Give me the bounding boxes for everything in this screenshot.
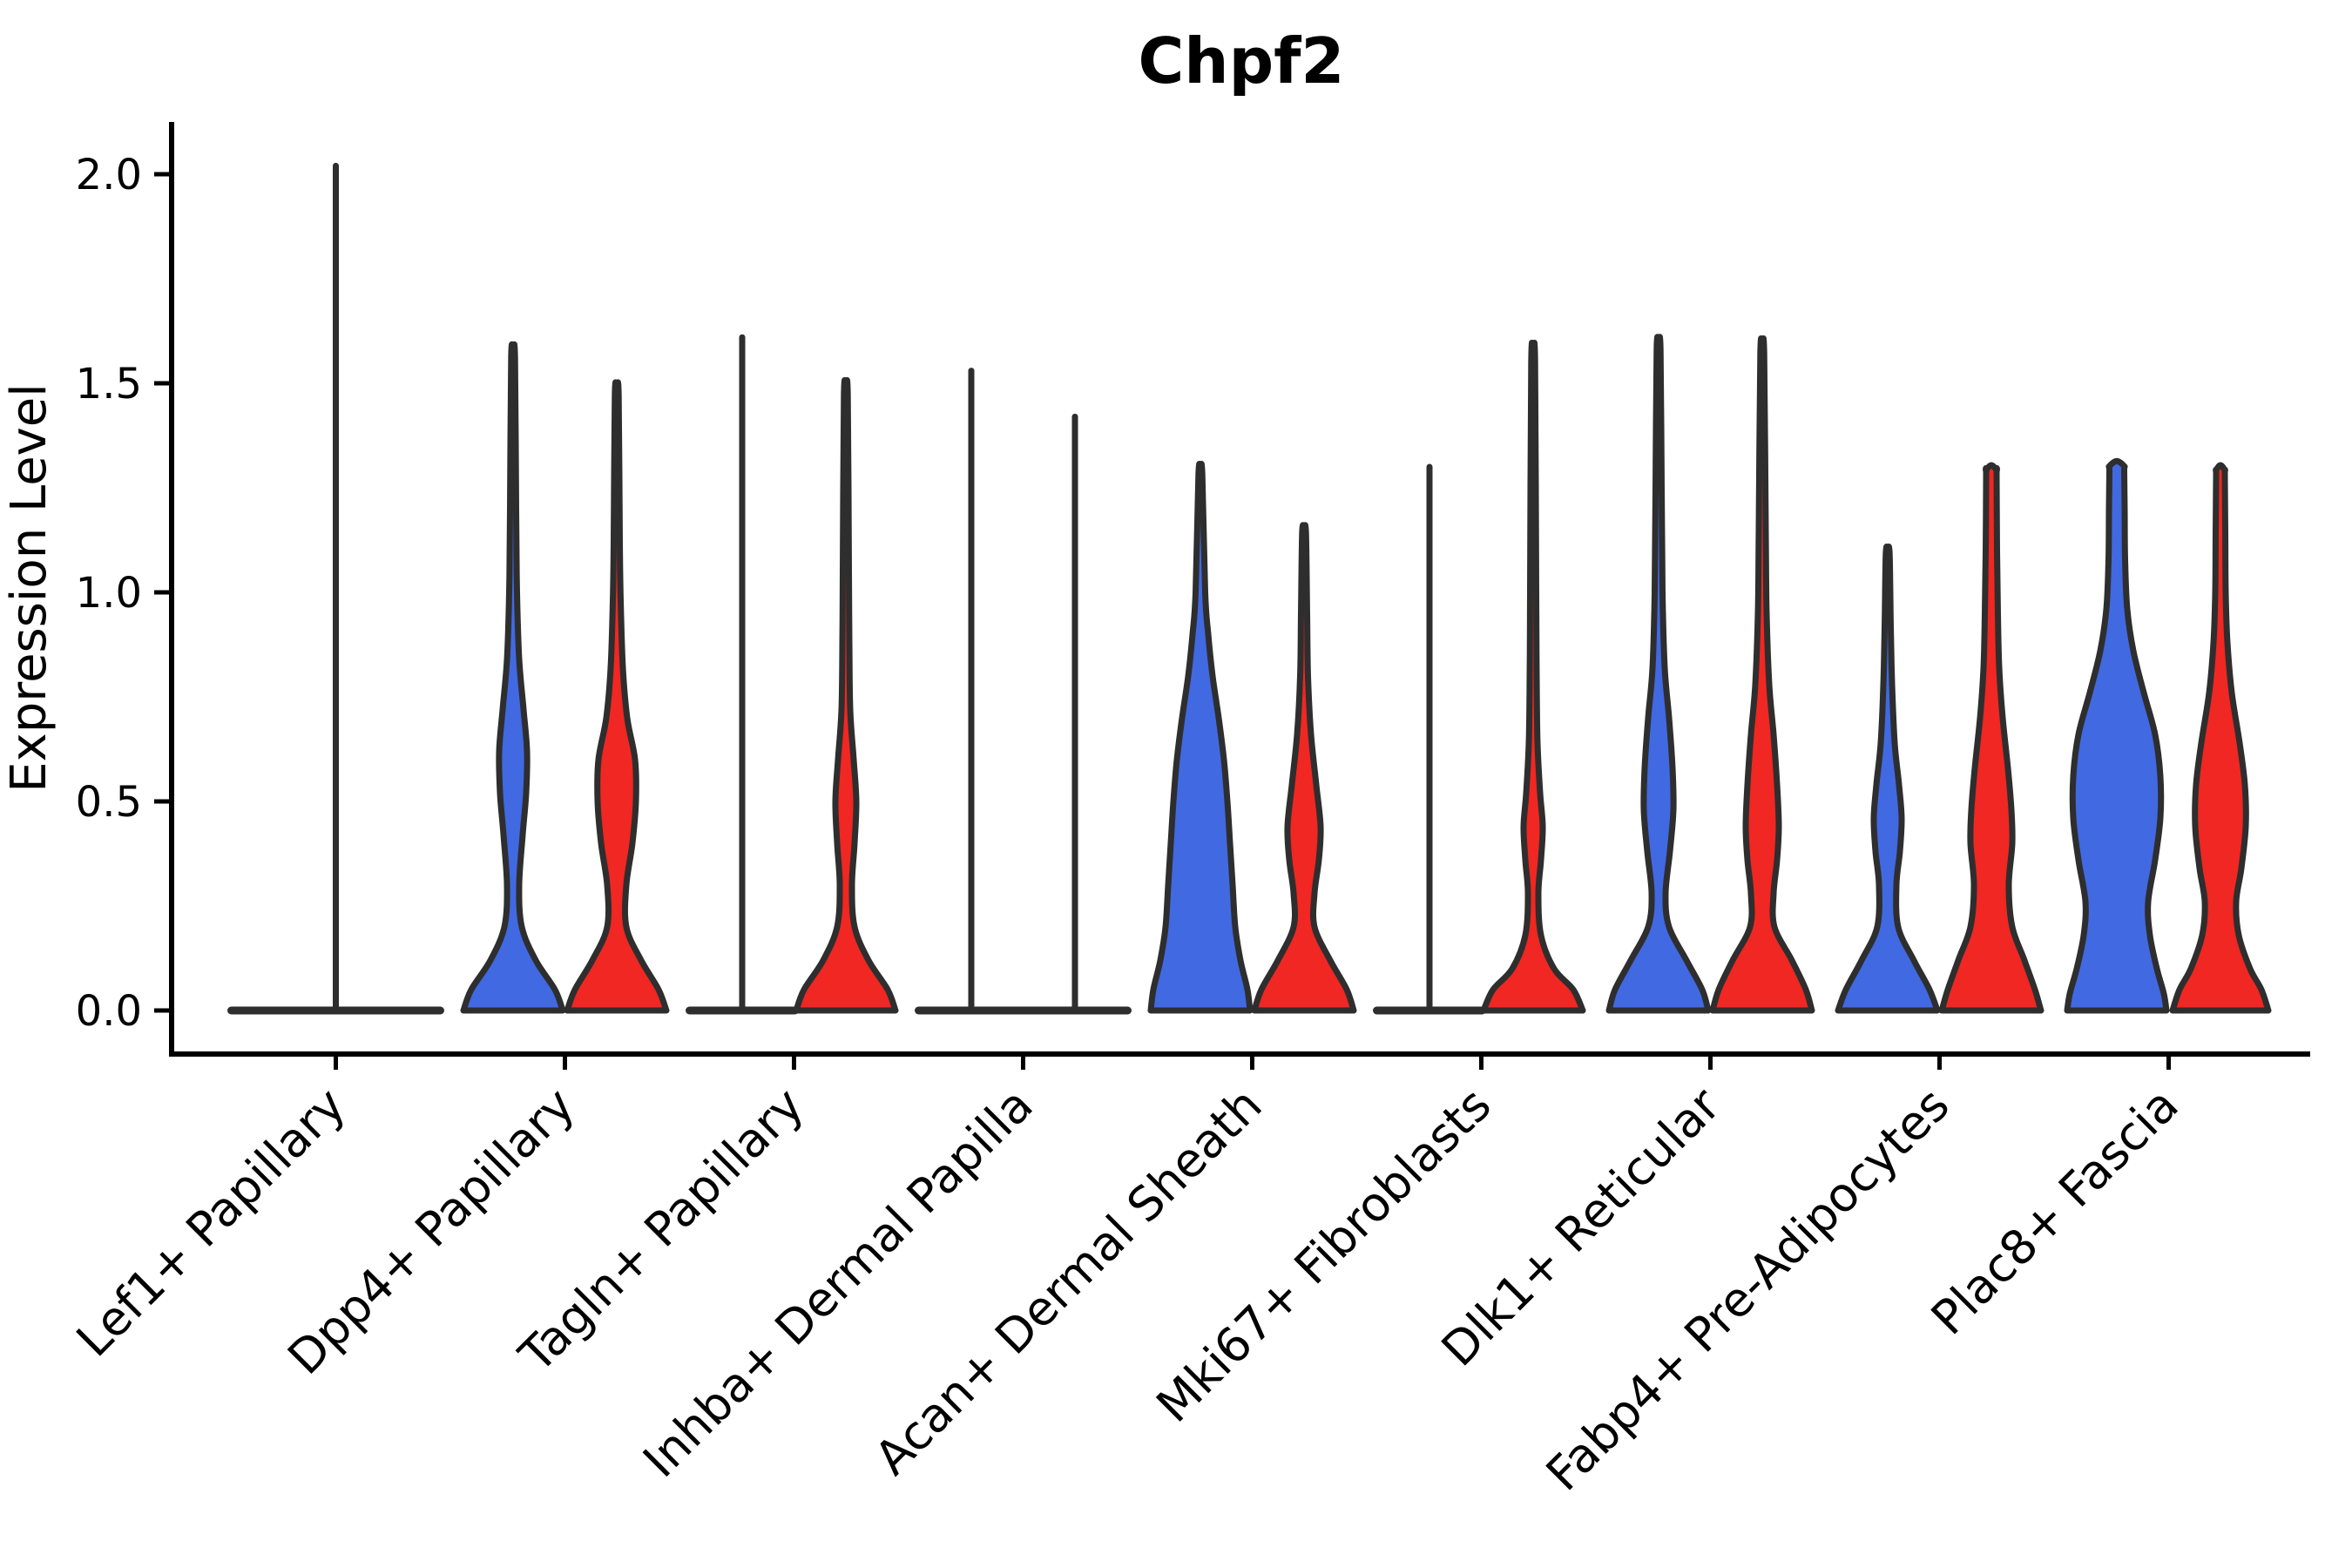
violin-inhba-dermal-papilla-blue <box>915 368 1028 1015</box>
y-tick-label-1-0: 1.0 <box>76 569 142 618</box>
y-tick-label-0-0: 0.0 <box>76 987 142 1036</box>
violin-dlk1-reticular-red <box>1709 335 1815 1014</box>
violin-dpp4-papillary-red-body <box>564 379 670 1014</box>
y-axis-label: Expression Level <box>1 383 57 793</box>
violin-acan-dermal-sheath-blue <box>1147 461 1254 1014</box>
violin-acan-dermal-sheath-blue-body <box>1147 461 1254 1014</box>
violin-tagln-papillary-red <box>793 377 899 1014</box>
violin-tagln-papillary-blue <box>686 334 799 1015</box>
violin-plac8-fascia-red <box>2169 462 2272 1014</box>
y-tick-label-1-5: 1.5 <box>76 360 142 409</box>
x-tick-label-plac8-fascia: Plac8+ Fascia <box>1921 1078 2189 1346</box>
violin-lef1-papillary-blue <box>227 162 341 1015</box>
plot-title: Chpf2 <box>1138 24 1344 98</box>
violin-dpp4-papillary-blue-body <box>460 341 566 1014</box>
violin-plac8-fascia-blue-body <box>2064 457 2170 1014</box>
x-tick-label-fabp4-pre-adipocytes: Fabp4+ Pre-Adipocytes <box>1536 1078 1960 1502</box>
violin-tagln-papillary-red-body <box>793 377 899 1014</box>
violin-fabp4-pre-adipocytes-blue-body <box>1835 543 1941 1014</box>
x-tick-label-inhba-dermal-papilla: Inhba+ Dermal Papilla <box>632 1078 1043 1488</box>
violin-dpp4-papillary-red <box>564 379 670 1014</box>
y-tick-label-0-5: 0.5 <box>76 778 142 827</box>
violin-dlk1-reticular-blue-body <box>1605 334 1712 1014</box>
violin-mki67-fibroblasts-red <box>1480 340 1586 1014</box>
violin-fabp4-pre-adipocytes-red-body <box>1938 462 2044 1014</box>
violin-dpp4-papillary-blue <box>460 341 566 1014</box>
violin-acan-dermal-sheath-red <box>1251 522 1357 1014</box>
x-tick-label-acan-dermal-sheath: Acan+ Dermal Sheath <box>864 1078 1272 1485</box>
violin-plac8-fascia-blue <box>2064 457 2170 1014</box>
violin-dlk1-reticular-red-body <box>1709 335 1815 1014</box>
violin-acan-dermal-sheath-red-body <box>1251 522 1357 1014</box>
violins-layer <box>227 162 2272 1015</box>
violin-inhba-dermal-papilla-red <box>1018 413 1132 1015</box>
violin-plac8-fascia-red-body <box>2169 462 2272 1014</box>
violin-mki67-fibroblasts-blue <box>1373 463 1486 1015</box>
violin-mki67-fibroblasts-red-body <box>1480 340 1586 1014</box>
y-tick-label-2-0: 2.0 <box>76 151 142 199</box>
violin-fabp4-pre-adipocytes-red <box>1938 462 2044 1014</box>
violin-fabp4-pre-adipocytes-blue <box>1835 543 1941 1014</box>
violin-dlk1-reticular-blue <box>1605 334 1712 1014</box>
